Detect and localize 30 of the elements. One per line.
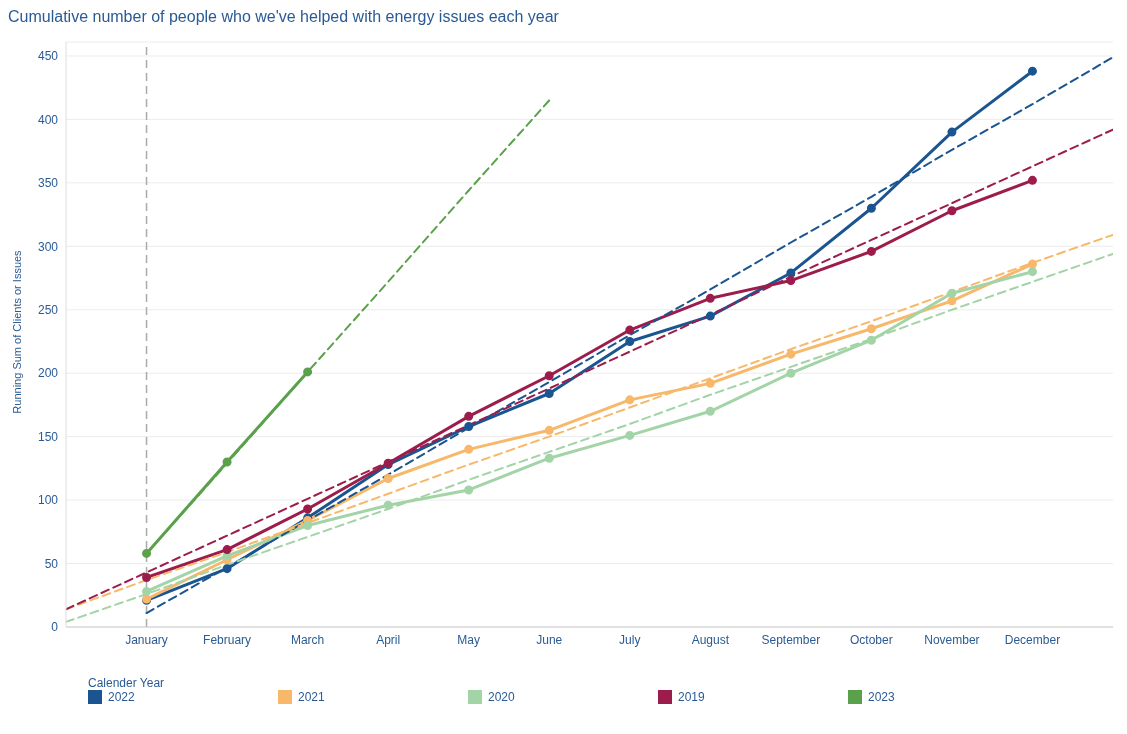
x-tick-label: February — [203, 632, 252, 647]
legend-label: 2021 — [298, 690, 325, 704]
y-tick-label: 400 — [37, 112, 59, 127]
x-tick-label: May — [457, 632, 481, 647]
x-tick-label: April — [376, 632, 401, 647]
y-tick-label: 250 — [37, 303, 59, 318]
x-tick-label: January — [125, 632, 168, 647]
x-tick-label: October — [850, 632, 893, 647]
x-tick-label: July — [619, 632, 641, 647]
y-tick-label: 350 — [37, 176, 59, 191]
x-tick-label: March — [290, 632, 325, 647]
y-tick-label: 100 — [37, 493, 59, 508]
x-tick-label: November — [924, 632, 980, 647]
legend-label: 2022 — [108, 690, 135, 704]
y-tick-label: 50 — [44, 556, 59, 571]
y-tick-label: 150 — [37, 429, 59, 444]
legend-label: 2020 — [488, 690, 515, 704]
x-tick-label: December — [1004, 632, 1061, 647]
legend-label: 2023 — [868, 690, 895, 704]
legend-title: Calender Year — [88, 676, 166, 690]
y-tick-label: 200 — [37, 366, 59, 381]
chart-title: Cumulative number of people who we've helped with energy issues each year — [8, 8, 560, 26]
legend-label: 2019 — [678, 690, 705, 704]
x-tick-label: August — [691, 632, 730, 647]
y-axis-title: Running Sum of Clients or Issues — [11, 250, 23, 414]
x-tick-label: September — [761, 632, 821, 647]
x-tick-label: June — [536, 632, 563, 647]
y-tick-label: 450 — [37, 49, 59, 64]
y-tick-label: 0 — [51, 620, 59, 635]
y-tick-label: 300 — [37, 239, 59, 254]
